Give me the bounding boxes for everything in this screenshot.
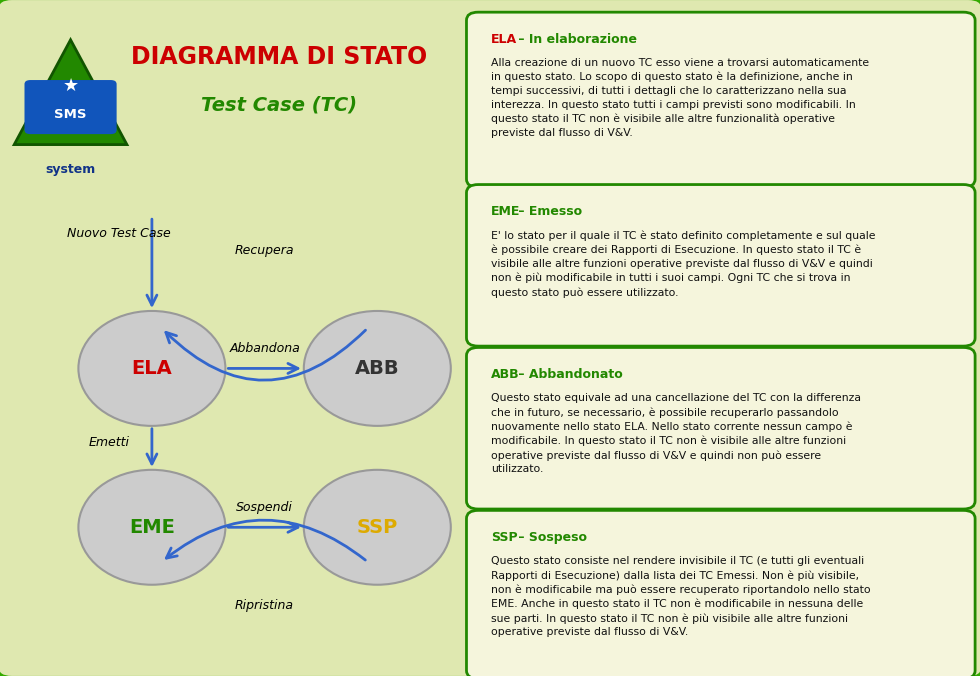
Text: Alla creazione di un nuovo TC esso viene a trovarsi automaticamente
in questo st: Alla creazione di un nuovo TC esso viene… — [491, 58, 869, 138]
Polygon shape — [14, 40, 127, 145]
Text: Recupera: Recupera — [235, 243, 294, 257]
FancyBboxPatch shape — [466, 185, 975, 346]
Ellipse shape — [304, 311, 451, 426]
Text: Ripristina: Ripristina — [235, 598, 294, 612]
Text: – In elaborazione: – In elaborazione — [514, 32, 637, 46]
Ellipse shape — [78, 470, 225, 585]
Text: Questo stato equivale ad una cancellazione del TC con la differenza
che in futur: Questo stato equivale ad una cancellazio… — [491, 393, 861, 475]
Text: – Sospeso: – Sospeso — [514, 531, 587, 544]
FancyBboxPatch shape — [466, 12, 975, 187]
Text: EME: EME — [491, 205, 520, 218]
Text: – Abbandonato: – Abbandonato — [514, 368, 623, 381]
Text: Abbandona: Abbandona — [229, 341, 300, 355]
FancyBboxPatch shape — [24, 80, 117, 134]
Text: ABB: ABB — [355, 359, 400, 378]
Text: ELA: ELA — [131, 359, 172, 378]
FancyBboxPatch shape — [466, 347, 975, 509]
FancyBboxPatch shape — [466, 510, 975, 676]
Ellipse shape — [304, 470, 451, 585]
Text: SSP: SSP — [491, 531, 517, 544]
Ellipse shape — [78, 311, 225, 426]
Text: system: system — [45, 162, 96, 176]
Text: – Emesso: – Emesso — [514, 205, 582, 218]
Text: Test Case (TC): Test Case (TC) — [201, 95, 358, 114]
Text: ABB: ABB — [491, 368, 519, 381]
Text: ★: ★ — [63, 77, 78, 95]
Text: ELA: ELA — [491, 32, 517, 46]
Text: SMS: SMS — [54, 108, 87, 122]
Text: SSP: SSP — [357, 518, 398, 537]
Text: Emetti: Emetti — [88, 436, 129, 450]
Text: DIAGRAMMA DI STATO: DIAGRAMMA DI STATO — [131, 45, 427, 70]
Text: EME: EME — [129, 518, 174, 537]
Text: E' lo stato per il quale il TC è stato definito completamente e sul quale
è poss: E' lo stato per il quale il TC è stato d… — [491, 231, 875, 297]
Text: Questo stato consiste nel rendere invisibile il TC (e tutti gli eventuali
Rappor: Questo stato consiste nel rendere invisi… — [491, 556, 870, 637]
Text: Nuovo Test Case: Nuovo Test Case — [67, 226, 171, 240]
Text: Sospendi: Sospendi — [236, 500, 293, 514]
